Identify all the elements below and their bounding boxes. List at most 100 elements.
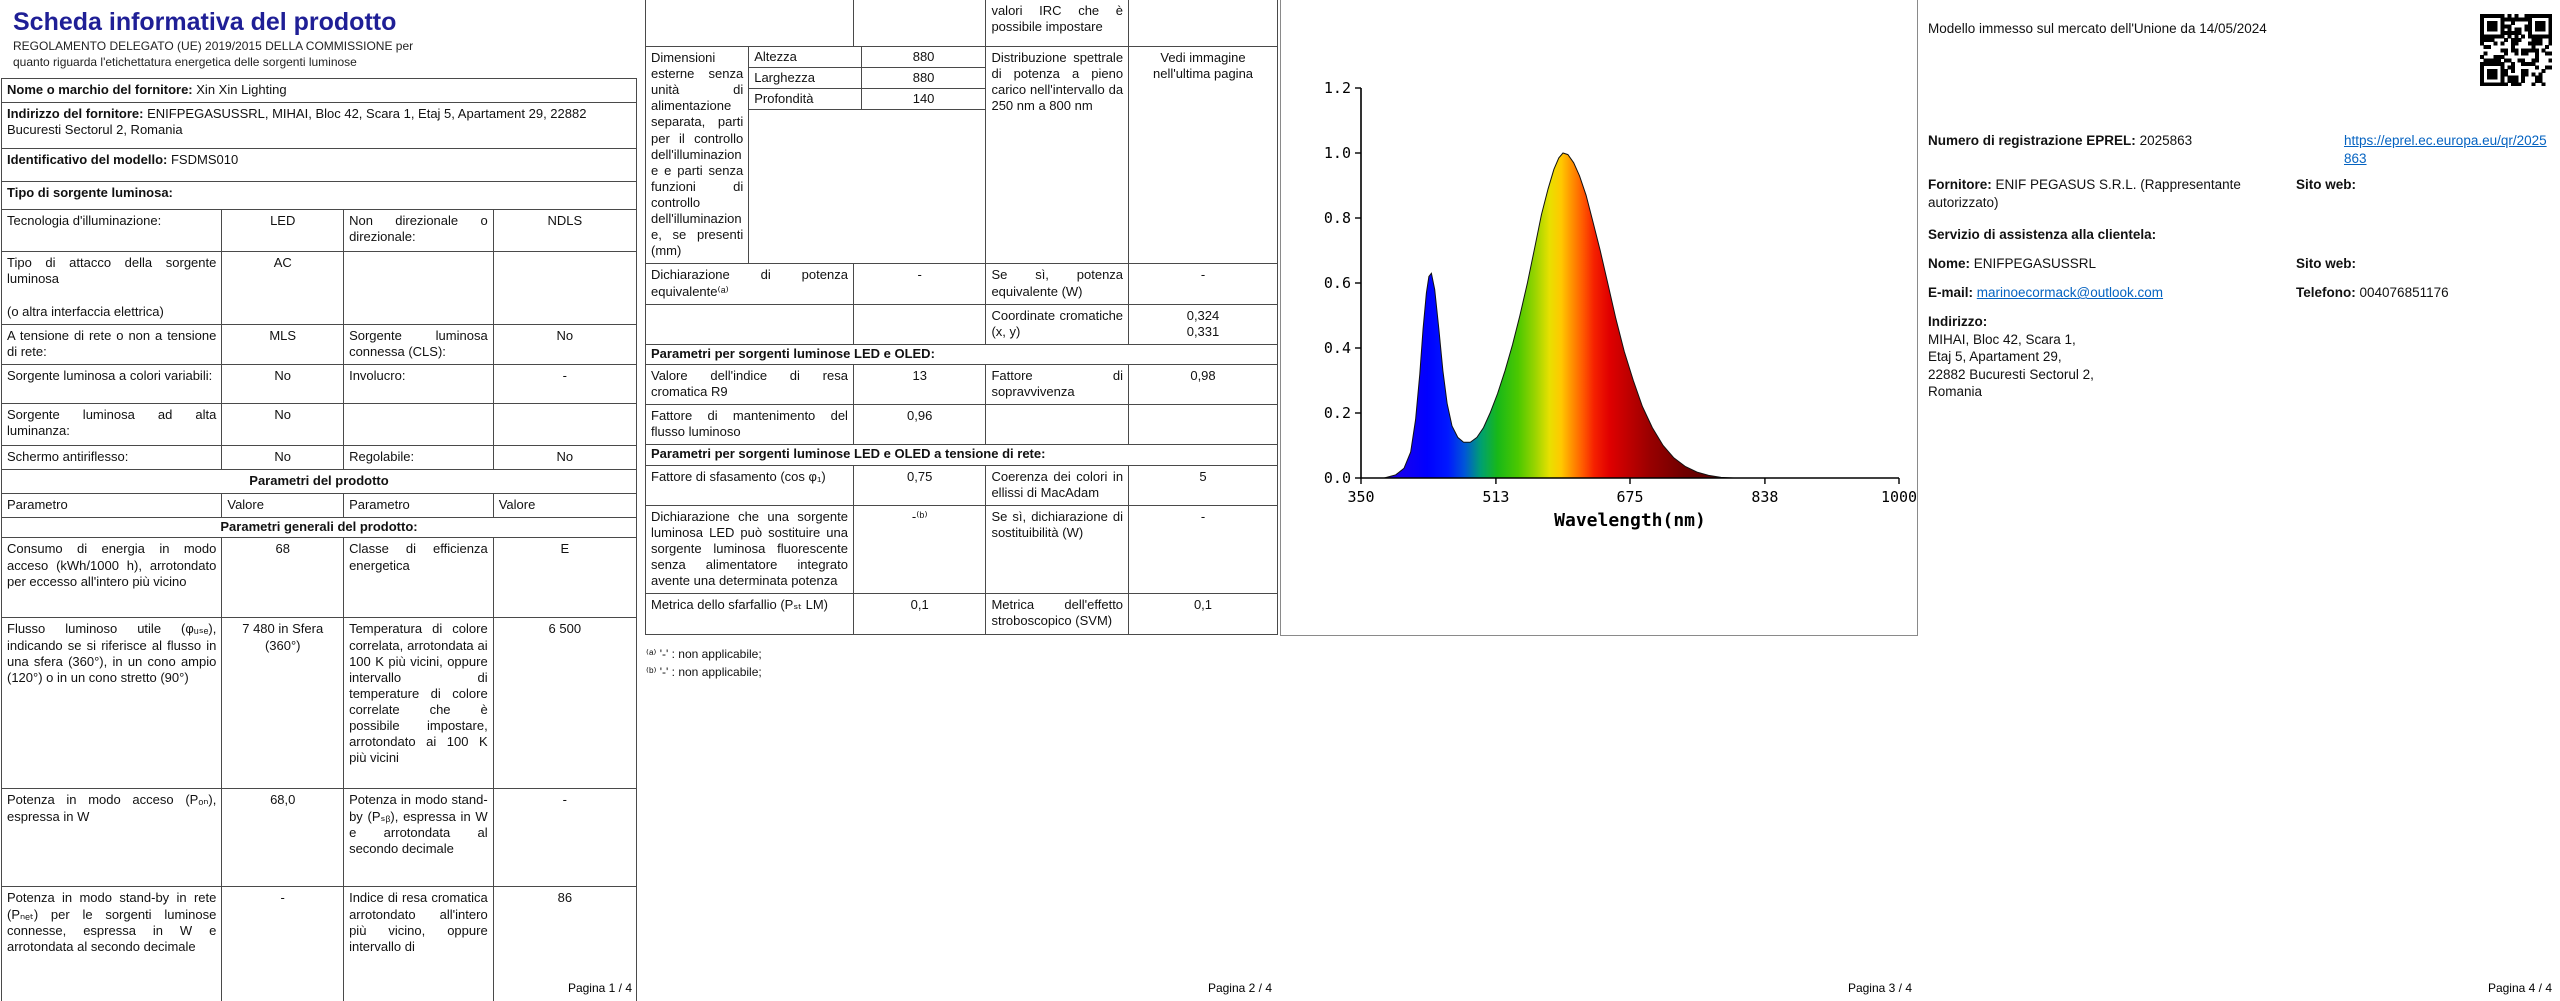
service-name-block: Nome: ENIFPEGASUSSRL	[1928, 255, 2290, 273]
table-row: Potenza in modo stand-by in rete (Pₙₑₜ) …	[2, 886, 636, 1001]
parameter-cell: A tensione di rete o non a tensione di r…	[7, 327, 217, 359]
name-value: ENIFPEGASUSSRL	[1973, 256, 2097, 271]
svg-text:675: 675	[1616, 488, 1643, 506]
section-title: Parametri per sorgenti luminose LED e OL…	[651, 446, 1046, 462]
table-row: Sorgente luminosa a colori variabili: No…	[2, 363, 636, 403]
svg-text:0.8: 0.8	[1324, 209, 1351, 227]
table-row: Consumo di energia in modo acceso (kWh/1…	[2, 537, 636, 618]
value-cell	[492, 403, 636, 445]
parameter-cell: Sorgente luminosa a colori variabili:	[7, 367, 213, 383]
value-cell: E	[492, 538, 636, 618]
table-row: Schermo antiriflesso: No Regolabile: No	[2, 444, 636, 470]
column-header: Parametro	[343, 494, 493, 518]
svg-text:513: 513	[1482, 488, 1509, 506]
eprel-link[interactable]: https://eprel.ec.europa.eu/qr/2025863	[2344, 133, 2547, 166]
parameter-cell: Se sì, potenza equivalente (W)	[985, 264, 1128, 304]
eprel-label: Numero di registrazione EPREL:	[1928, 133, 2136, 148]
table-row: Potenza in modo acceso (Pₒₙ), espressa i…	[2, 788, 636, 887]
parameter-cell	[646, 305, 853, 344]
column-header: Valore	[221, 494, 343, 518]
dimension-value: 880	[912, 49, 935, 64]
value-cell: No	[221, 403, 343, 445]
parameter-cell	[343, 252, 493, 324]
parameter-cell: Sorgente luminosa connessa (CLS):	[343, 324, 493, 364]
parameter-cell: Potenza in modo acceso (Pₒₙ), espressa i…	[7, 792, 217, 824]
supplier-value: ENIF PEGASUS S.R.L. (Rappresentante auto…	[1928, 177, 2241, 210]
parameter-cell: Flusso luminoso utile (φᵤₛₑ), indicando …	[7, 621, 217, 685]
value-cell: -	[852, 264, 986, 304]
field-label: Indirizzo del fornitore:	[7, 106, 144, 122]
page-2: valori IRC che è possibile impostare Dim…	[640, 0, 1280, 1001]
table-row: Tipo di attacco della sorgente luminosa …	[2, 251, 636, 324]
table-row: Tipo di sorgente luminosa:	[2, 181, 636, 209]
column-header: Valore	[492, 494, 636, 518]
value-cell: 68	[221, 538, 343, 618]
field-value: FSDMS010	[170, 152, 239, 168]
field-value: Xin Xin Lighting	[196, 82, 287, 98]
parameter-cell: Dichiarazione che una sorgente luminosa …	[651, 508, 848, 589]
value-cell: 7 480 in Sfera (360°)	[221, 618, 343, 789]
phone-label: Telefono:	[2296, 285, 2356, 300]
address-block: Indirizzo: MIHAI, Bloc 42, Scara 1, Etaj…	[1928, 313, 2290, 401]
dimension-value: 140	[912, 91, 935, 107]
svg-text:1.2: 1.2	[1324, 79, 1351, 97]
info-cell: Tipo di sorgente luminosa:	[2, 182, 636, 209]
svg-text:0.6: 0.6	[1324, 274, 1351, 292]
svg-text:350: 350	[1347, 488, 1374, 506]
page-3: 0.0 0.2 0.4 0.6 0.8 1.0 1.2 350 513 675 838 1000 Wav…	[1280, 0, 1920, 1001]
section-title: Parametri del prodotto	[249, 473, 389, 489]
table-row: Dichiarazione che una sorgente luminosa …	[646, 504, 1277, 594]
section-title: Parametri generali del prodotto:	[220, 519, 418, 535]
page-title: Scheda informativa del prodotto	[13, 8, 397, 36]
value-cell	[852, 304, 986, 344]
field-label: Tipo di sorgente luminosa:	[7, 185, 173, 201]
field-label: Identificativo del modello:	[7, 152, 168, 168]
section-title: Parametri per sorgenti luminose LED e OL…	[651, 345, 935, 361]
table-row: Coordinate cromatiche (x, y) 0,324 0,331	[646, 303, 1277, 344]
customer-service-header: Servizio di assistenza alla clientela:	[1928, 227, 2157, 242]
page-4: Modello immesso sul mercato dell'Unione …	[1920, 0, 2560, 1001]
qr-code-icon	[2480, 14, 2553, 87]
svg-text:838: 838	[1751, 488, 1778, 506]
parameter-cell: Coordinate cromatiche (x, y)	[985, 304, 1128, 344]
table-row: A tensione di rete o non a tensione di r…	[2, 323, 636, 364]
value-cell: No	[221, 445, 343, 470]
parameter-cell: Involucro:	[343, 364, 493, 403]
field-label: Nome o marchio del fornitore:	[7, 82, 193, 98]
value-cell: 5	[1128, 465, 1277, 505]
value-cell: MLS	[221, 324, 343, 364]
column-header-row: Parametro Valore Parametro Valore	[2, 493, 636, 518]
value-cell: -	[1128, 264, 1277, 304]
info-cell: Indirizzo del fornitore: ENIFPEGASUSSRL,…	[2, 103, 636, 148]
email-link[interactable]: marinoecormack@outlook.com	[1976, 285, 2164, 300]
value-cell: -	[492, 364, 636, 403]
value-cell: 6 500	[492, 618, 636, 789]
value-cell	[1128, 405, 1277, 445]
address-lines: MIHAI, Bloc 42, Scara 1, Etaj 5, Apartam…	[1928, 331, 2094, 400]
value-cell: LED	[221, 210, 343, 252]
svg-text:1.0: 1.0	[1324, 144, 1351, 162]
value-cell: -	[492, 789, 636, 887]
footnote-a: ⁽ᵃ⁾ '-' : non applicabile;	[646, 646, 762, 661]
table-row: Dichiarazione di potenza equivalente⁽ᵃ⁾ …	[646, 263, 1277, 304]
value-cell: -⁽ᵇ⁾	[852, 505, 986, 594]
parameter-cell: Coerenza dei colori in ellissi di MacAda…	[985, 465, 1128, 505]
field-value: ENIFPEGASUSSRL, MIHAI, Bloc 42, Scara 1,…	[7, 106, 587, 138]
parameter-cell: Regolabile:	[343, 445, 493, 470]
footnotes: ⁽ᵃ⁾ '-' : non applicabile; ⁽ᵇ⁾ '-' : non…	[646, 645, 1280, 681]
value-cell	[1128, 0, 1277, 46]
svg-text:1000: 1000	[1881, 488, 1917, 506]
page-number: Pagina 1 / 4	[567, 981, 632, 995]
eprel-registration: Numero di registrazione EPREL: 2025863	[1928, 132, 2288, 150]
value-cell: 86	[492, 887, 636, 1001]
page-number: Pagina 3 / 4	[1847, 981, 1912, 995]
info-cell: Nome o marchio del fornitore: Xin Xin Li…	[2, 79, 636, 102]
parameter-cell: valori IRC che è possibile impostare	[985, 0, 1128, 46]
parameter-cell: Se sì, dichiarazione di sostituibilità (…	[985, 505, 1128, 594]
supplier-label: Fornitore:	[1928, 177, 1992, 192]
eprel-link-block: https://eprel.ec.europa.eu/qr/2025863	[2344, 132, 2552, 167]
table-row: Metrica dello sfarfallio (Pₛₜ LM) 0,1 Me…	[646, 593, 1277, 634]
parameter-cell: Potenza in modo stand-by in rete (Pₙₑₜ) …	[7, 890, 217, 954]
value-cell: -	[221, 887, 343, 1001]
